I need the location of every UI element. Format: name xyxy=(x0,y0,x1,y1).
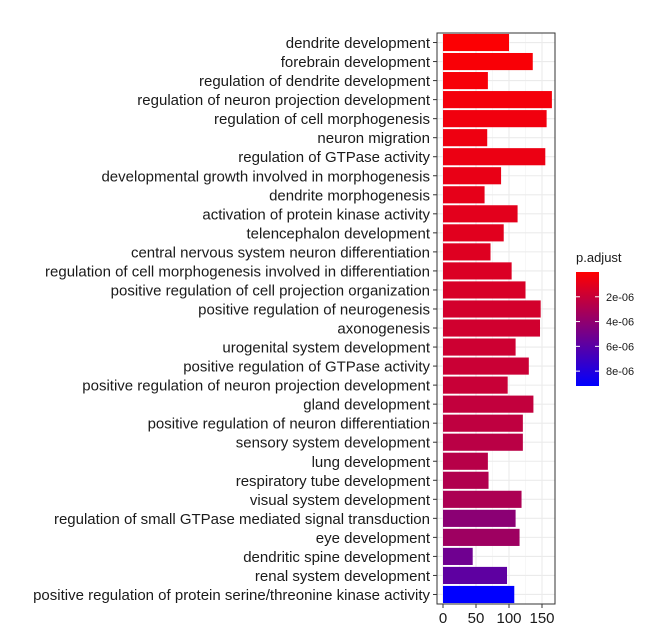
category-label: regulation of neuron projection developm… xyxy=(137,92,431,109)
bar xyxy=(443,528,520,546)
category-label: forebrain development xyxy=(281,54,431,71)
bar xyxy=(443,300,541,318)
category-label: regulation of GTPase activity xyxy=(238,149,430,166)
plot-panel-border xyxy=(436,32,556,605)
bar xyxy=(443,452,488,470)
legend-ticks: 2e-06 4e-06 6e-06 8e-06 xyxy=(576,292,634,378)
category-label: regulation of small GTPase mediated sign… xyxy=(54,511,430,528)
bar xyxy=(443,243,491,261)
category-label: central nervous system neuron differenti… xyxy=(131,244,430,261)
bar xyxy=(443,547,473,565)
category-label: activation of protein kinase activity xyxy=(202,206,430,223)
bar xyxy=(443,433,523,451)
category-label: regulation of dendrite development xyxy=(199,73,431,90)
x-tick-label: 50 xyxy=(468,610,485,627)
bar xyxy=(443,91,552,109)
category-label: dendritic spine development xyxy=(243,549,431,566)
bar xyxy=(443,148,546,166)
category-label: positive regulation of neuron differenti… xyxy=(148,416,430,433)
bar xyxy=(443,319,541,337)
bar xyxy=(443,110,547,128)
legend-title: p.adjust xyxy=(576,250,622,265)
category-label: dendrite morphogenesis xyxy=(269,187,430,204)
category-label: gland development xyxy=(303,397,431,414)
bar xyxy=(443,585,515,604)
category-labels: dendrite development forebrain developmen… xyxy=(33,35,431,604)
bar xyxy=(443,186,485,204)
category-label: regulation of cell morphogenesis xyxy=(214,111,430,128)
category-label: positive regulation of neuron projection… xyxy=(82,378,431,395)
bar xyxy=(443,357,529,375)
legend-colorbar xyxy=(576,272,599,386)
category-label: regulation of cell morphogenesis involve… xyxy=(45,263,430,280)
category-label: positive regulation of cell projection o… xyxy=(111,282,430,299)
bar xyxy=(443,471,489,489)
category-label: telencephalon development xyxy=(247,225,431,242)
x-tick-label: 150 xyxy=(529,610,554,627)
bar xyxy=(443,33,509,52)
bar xyxy=(443,224,504,242)
axis-ticks: 0 50 100 150 xyxy=(433,42,555,627)
x-tick-label: 100 xyxy=(496,610,521,627)
legend: p.adjust 2e-06 4e-06 6e-06 8e-06 xyxy=(576,250,634,386)
category-label: eye development xyxy=(316,530,431,547)
bar xyxy=(443,566,508,585)
bar xyxy=(443,262,512,280)
category-label: respiratory tube development xyxy=(236,473,431,490)
legend-tick-label: 4e-06 xyxy=(606,317,634,329)
bar xyxy=(443,205,518,223)
bar xyxy=(443,72,488,90)
bar xyxy=(443,376,508,394)
category-label: dendrite development xyxy=(286,35,431,52)
legend-tick-label: 6e-06 xyxy=(606,341,634,353)
bar xyxy=(443,414,523,432)
legend-tick-label: 8e-06 xyxy=(606,366,634,378)
legend-tick-label: 2e-06 xyxy=(606,292,634,304)
plot-panel-background xyxy=(437,33,555,604)
category-label: positive regulation of neurogenesis xyxy=(198,301,430,318)
category-label: positive regulation of protein serine/th… xyxy=(33,587,430,604)
bar xyxy=(443,52,533,71)
bar xyxy=(443,395,534,413)
category-label: axonogenesis xyxy=(337,321,430,338)
bar xyxy=(443,129,488,147)
category-label: neuron migration xyxy=(317,130,430,147)
bar xyxy=(443,338,516,356)
category-label: lung development xyxy=(312,454,431,471)
category-label: visual system development xyxy=(250,492,431,509)
bar xyxy=(443,167,502,185)
bars xyxy=(443,33,552,604)
bar xyxy=(443,281,526,299)
category-label: sensory system development xyxy=(236,435,431,452)
bar xyxy=(443,490,522,508)
category-label: developmental growth involved in morphog… xyxy=(101,168,430,185)
category-label: urogenital system development xyxy=(222,340,430,357)
category-label: renal system development xyxy=(255,568,431,585)
x-tick-label: 0 xyxy=(439,610,447,627)
bar xyxy=(443,509,516,527)
category-label: positive regulation of GTPase activity xyxy=(183,359,430,376)
